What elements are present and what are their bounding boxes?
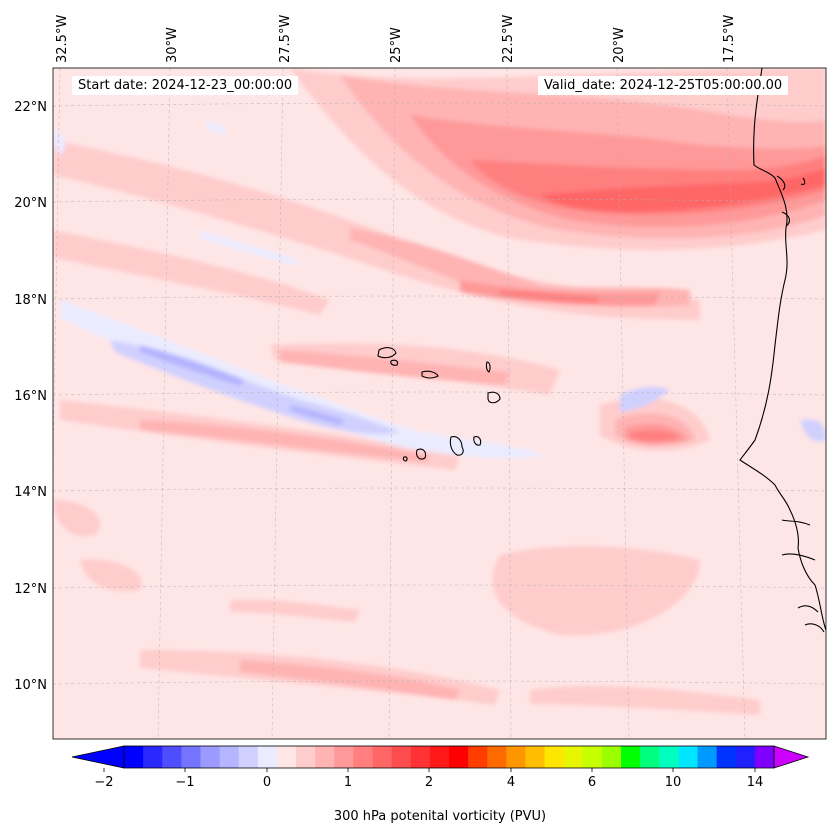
- colorbar-bin: [124, 746, 144, 768]
- colorbar-bin: [315, 746, 335, 768]
- colorbar-bin: [544, 746, 565, 768]
- colorbar-bin: [257, 746, 278, 768]
- island-santo-antao: [377, 347, 397, 359]
- colorbar-bin: [410, 746, 431, 768]
- lat-label: 20°N: [14, 196, 47, 211]
- colorbar-tick-label: 10: [665, 775, 682, 790]
- coastlines: [377, 68, 826, 633]
- colorbar-bin: [429, 746, 450, 768]
- longitude-labels: 32.5°W 30°W 27.5°W 25°W 22.5°W 20°W 17.5…: [55, 15, 737, 63]
- colorbar-extend-high: [773, 745, 810, 769]
- colorbar-bin: [219, 746, 240, 768]
- colorbar-bin: [334, 746, 354, 768]
- colorbar-title: 300 hPa potenital vorticity (PVU): [333, 809, 547, 824]
- lat-label: 12°N: [14, 582, 47, 597]
- lon-label: 17.5°W: [722, 15, 737, 63]
- colorbar-bin: [143, 746, 163, 768]
- pv-field: [53, 68, 826, 739]
- colorbar-bin: [449, 746, 469, 768]
- colorbar-bin: [582, 746, 603, 768]
- lat-label: 14°N: [14, 485, 47, 500]
- africa-coastline: [739, 68, 826, 631]
- colorbar-bin: [659, 746, 679, 768]
- lon-label: 22.5°W: [501, 15, 516, 63]
- colorbar-bin: [296, 746, 316, 768]
- colorbar-tick-label: 0: [263, 775, 271, 790]
- lat-label: 22°N: [14, 100, 47, 115]
- latitude-labels: 22°N 20°N 18°N 16°N 14°N 12°N 10°N: [14, 100, 47, 693]
- start-date-label: Start date: 2024-12-23_00:00:00: [72, 76, 299, 95]
- colorbar-bin: [754, 746, 775, 768]
- lon-label: 32.5°W: [55, 15, 70, 63]
- colorbar-bin: [735, 746, 756, 768]
- colorbar-tick-label: 14: [747, 775, 764, 790]
- colorbar-bin: [525, 746, 545, 768]
- map-gridlines: [53, 68, 826, 739]
- colorbar-bin: [506, 746, 526, 768]
- lat-label: 18°N: [14, 293, 47, 308]
- colorbar-bin: [353, 746, 373, 768]
- colorbar-bin: [716, 746, 737, 768]
- lon-label: 30°W: [165, 27, 180, 63]
- colorbar-bin: [238, 746, 259, 768]
- colorbar-bin: [697, 746, 718, 768]
- colorbar-tick-label: 6: [588, 775, 596, 790]
- colorbar-frame: [123, 745, 775, 769]
- colorbar: −2 −1 0 1 2 4 6 10 14: [71, 745, 810, 790]
- colorbar-bin: [162, 746, 182, 768]
- colorbar-bin: [181, 746, 201, 768]
- colorbar-tick-label: −2: [94, 775, 113, 790]
- colorbar-bin: [601, 746, 622, 768]
- colorbar-bin: [468, 746, 488, 768]
- colorbar-tick-label: 4: [507, 775, 515, 790]
- colorbar-bin: [563, 746, 584, 768]
- colorbar-bin: [391, 746, 412, 768]
- colorbar-extend-low: [71, 745, 125, 769]
- colorbar-bin: [487, 746, 507, 768]
- lon-label: 20°W: [612, 27, 627, 63]
- lon-label: 25°W: [389, 27, 404, 63]
- colorbar-tick-labels: −2 −1 0 1 2 4 6 10 14: [94, 775, 763, 790]
- map-frame: [52, 67, 827, 740]
- colorbar-bin: [200, 746, 220, 768]
- lon-label: 27.5°W: [278, 15, 293, 63]
- colorbar-bin: [621, 746, 641, 768]
- island-santiago: [449, 436, 464, 456]
- colorbar-ticks: [103, 768, 756, 772]
- colorbar-bin: [276, 746, 297, 768]
- colorbar-tick-label: 2: [425, 775, 433, 790]
- colorbar-bin: [640, 746, 660, 768]
- colorbar-tick-label: 1: [344, 775, 352, 790]
- colorbar-bin: [678, 746, 698, 768]
- lat-label: 16°N: [14, 389, 47, 404]
- colorbar-tick-label: −1: [175, 775, 194, 790]
- valid-date-label: Valid_date: 2024-12-25T05:00:00.00: [538, 76, 789, 95]
- colorbar-bin: [372, 746, 393, 768]
- lat-label: 10°N: [14, 678, 47, 693]
